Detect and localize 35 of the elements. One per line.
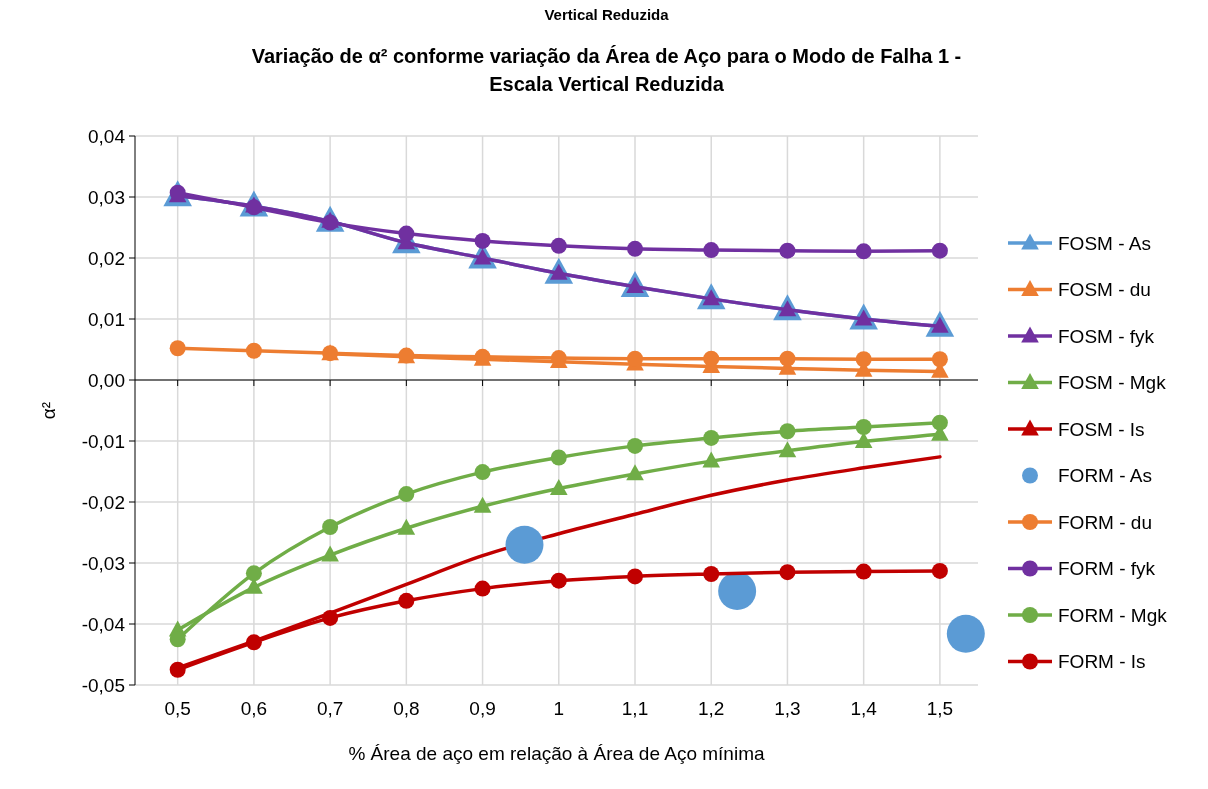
y-tick-label: -0,05 <box>81 674 125 696</box>
y-tick-label: 0,00 <box>88 369 125 391</box>
legend-label: FOSM - fyk <box>1058 325 1155 347</box>
x-tick-label: 1,1 <box>621 698 649 719</box>
legend-label: FORM - fyk <box>1058 558 1156 580</box>
y-tick-label: -0,04 <box>81 613 126 635</box>
legend-label: FOSM - Is <box>1058 418 1145 440</box>
legend-label: FORM - du <box>1058 511 1152 533</box>
y-tick-label: 0,01 <box>88 308 125 330</box>
legend-label: FOSM - Mgk <box>1058 372 1167 394</box>
legend-label: FORM - Mgk <box>1058 604 1168 626</box>
y-tick-label: 0,04 <box>88 125 126 147</box>
y-tick-label: -0,02 <box>81 491 125 513</box>
x-tick-label: 0,6 <box>240 698 268 719</box>
x-tick-label: 1,4 <box>850 698 878 719</box>
x-tick-label: 0,5 <box>164 698 191 719</box>
x-tick-label: 1 <box>553 698 565 719</box>
x-axis-title: % Área de aço em relação à Área de Aço mínima <box>348 743 765 764</box>
y-tick-label: 0,02 <box>88 247 125 269</box>
legend-label: FORM - Is <box>1058 651 1146 673</box>
text: Vertical Reduzida <box>544 6 670 23</box>
x-tick-label: 1,3 <box>774 698 801 719</box>
x-tick-label: 1,2 <box>698 698 725 719</box>
y-tick-label: 0,03 <box>88 186 125 208</box>
y-axis-title: α² <box>38 401 59 420</box>
chart-title: Variação de α² conforme variação da Área de Aço para o Modo de Falha 1 - Escala Vertical Reduzida <box>251 45 962 95</box>
y-tick-label: -0,03 <box>81 552 125 574</box>
x-tick-label: 0,7 <box>316 698 344 719</box>
x-tick-label: 0,8 <box>393 698 420 719</box>
x-tick-label: 1,5 <box>926 698 954 719</box>
legend-label: FOSM - du <box>1058 279 1151 301</box>
y-tick-label: -0,01 <box>81 430 125 452</box>
legend-label: FORM - As <box>1058 465 1152 487</box>
legend-label: FOSM - As <box>1058 232 1151 254</box>
x-tick-label: 0,9 <box>469 698 496 719</box>
